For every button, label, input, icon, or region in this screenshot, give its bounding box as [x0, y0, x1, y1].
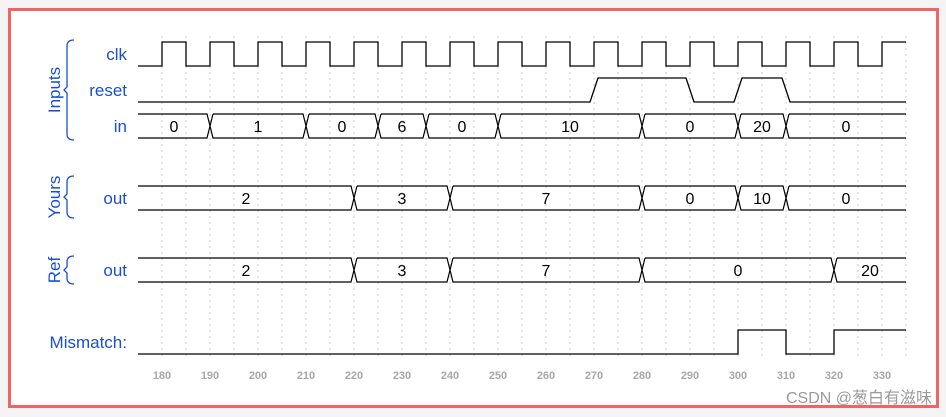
ref-out-bus-value: 3 — [398, 263, 407, 280]
tick-label: 230 — [393, 370, 411, 382]
reset-wave — [138, 77, 906, 103]
reset-label: reset — [89, 81, 127, 100]
in-bus-segment — [209, 113, 307, 139]
mismatch-wave — [138, 329, 906, 355]
yours-out-bus-segment — [785, 185, 906, 211]
tick-label: 240 — [441, 370, 459, 382]
ref-out-label: out — [103, 261, 127, 280]
ref-out-bus-segment — [449, 257, 643, 283]
ref-out-bus-segment — [353, 257, 451, 283]
in-bus-value: 6 — [398, 119, 407, 136]
yours-out-bus-value: 2 — [242, 191, 251, 208]
in-bus-value: 0 — [686, 119, 695, 136]
tick-label: 190 — [201, 370, 219, 382]
tick-label: 280 — [633, 370, 651, 382]
in-bus-value: 0 — [842, 119, 851, 136]
yours-out-bus-value: 0 — [842, 191, 851, 208]
tick-label: 220 — [345, 370, 363, 382]
ref-brace — [63, 255, 75, 285]
yours-out-bus-value: 10 — [753, 191, 771, 208]
inputs-group-label: Inputs — [45, 67, 64, 113]
tick-label: 310 — [777, 370, 795, 382]
ref-out-bus-segment — [641, 257, 835, 283]
in-bus-value: 1 — [254, 119, 263, 136]
in-bus-segment — [785, 113, 906, 139]
yours-out-bus-segment — [353, 185, 451, 211]
tick-label: 260 — [537, 370, 555, 382]
in-label: in — [114, 117, 127, 136]
tick-label: 200 — [249, 370, 267, 382]
yours-group-label: Yours — [45, 176, 64, 219]
in-bus-segment — [641, 113, 739, 139]
tick-label: 270 — [585, 370, 603, 382]
ref-out-bus-value: 0 — [734, 263, 743, 280]
clk-label: clk — [106, 45, 127, 64]
yours-out-bus-segment — [449, 185, 643, 211]
tick-label: 300 — [729, 370, 747, 382]
ref-out-bus-value: 7 — [542, 263, 551, 280]
tick-label: 210 — [297, 370, 315, 382]
tick-label: 250 — [489, 370, 507, 382]
ref-group-label: Ref — [45, 257, 64, 284]
in-bus-segment — [305, 113, 379, 139]
ref-out-bus-value: 2 — [242, 263, 251, 280]
mismatch-label: Mismatch: — [50, 333, 127, 352]
tick-label: 330 — [873, 370, 891, 382]
in-bus-value: 0 — [458, 119, 467, 136]
tick-label: 290 — [681, 370, 699, 382]
yours-brace — [63, 175, 75, 219]
tick-label: 320 — [825, 370, 843, 382]
ref-out-bus-segment — [833, 257, 906, 283]
yours-out-bus-value: 0 — [686, 191, 695, 208]
in-bus-segment — [377, 113, 427, 139]
clk-wave — [138, 41, 906, 67]
inputs-brace — [63, 39, 75, 141]
watermark: CSDN @葱白有滋味 — [785, 390, 932, 407]
in-bus-segment — [737, 113, 787, 139]
in-bus-value: 0 — [338, 119, 347, 136]
tick-label: 180 — [153, 370, 171, 382]
yours-out-bus-segment — [641, 185, 739, 211]
ref-out-bus-value: 20 — [861, 263, 879, 280]
yours-out-bus-segment — [737, 185, 787, 211]
in-bus-value: 20 — [753, 119, 771, 136]
in-bus-value: 0 — [170, 119, 179, 136]
in-bus-segment — [497, 113, 643, 139]
yours-out-label: out — [103, 189, 127, 208]
in-bus-segment — [425, 113, 499, 139]
in-bus-value: 10 — [561, 119, 579, 136]
yours-out-bus-value: 7 — [542, 191, 551, 208]
yours-out-bus-value: 3 — [398, 191, 407, 208]
